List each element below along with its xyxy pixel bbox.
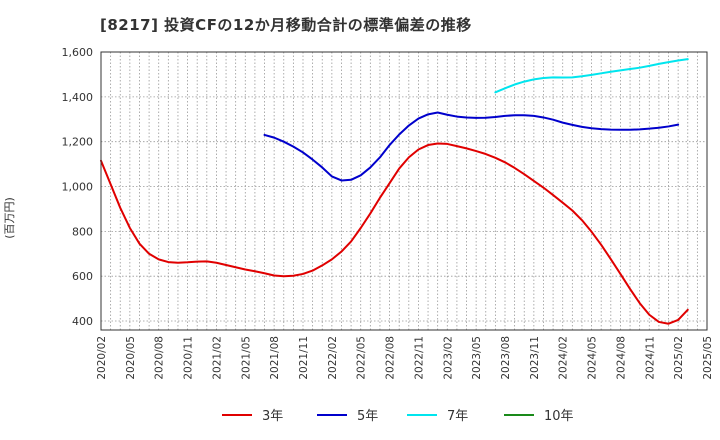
x-tick-label: 2021/08 (269, 336, 281, 380)
x-tick-label: 2024/08 (615, 336, 627, 380)
series-line (494, 58, 689, 94)
y-tick-label: 1,000 (62, 181, 94, 194)
x-tick-label: 2021/05 (240, 336, 252, 380)
y-tick-label: 1,400 (62, 91, 94, 104)
plot-frame (100, 51, 708, 331)
x-tick-label: 2024/05 (587, 336, 599, 380)
series-line (100, 142, 689, 325)
x-tick-label: 2024/02 (558, 336, 570, 380)
legend-label: 7年 (447, 409, 468, 424)
x-tick-label: 2023/08 (500, 336, 512, 380)
x-tick-label: 2022/11 (413, 336, 425, 380)
series-line (263, 111, 680, 182)
x-tick-label: 2022/08 (385, 336, 397, 380)
y-tick-label: 1,600 (62, 46, 94, 59)
x-tick-label: 2025/05 (702, 336, 714, 380)
y-tick-label: 600 (72, 270, 93, 283)
legend-label: 5年 (357, 409, 378, 424)
y-tick-label: 1,200 (62, 136, 94, 149)
legend-label: 10年 (544, 409, 574, 424)
x-tick-label: 2021/02 (211, 336, 223, 380)
x-tick-label: 2020/02 (96, 336, 108, 380)
y-tick-label: 400 (72, 315, 93, 328)
y-axis-ticks: 400 600 800 1,000 1,200 1,400 1,600 (62, 46, 94, 328)
x-tick-label: 2023/02 (442, 336, 454, 380)
legend: 3年 5年 7年 10年 (222, 409, 574, 424)
x-tick-label: 2020/11 (183, 336, 195, 380)
chart-title: [8217] 投資CFの12か月移動合計の標準偏差の推移 (100, 16, 472, 34)
x-axis-ticks: 2020/02 2020/05 2020/08 2020/11 2021/02 2021/… (96, 336, 714, 380)
x-tick-label: 2025/02 (673, 336, 685, 380)
y-tick-label: 800 (72, 225, 93, 238)
grid-lines (101, 52, 707, 330)
x-tick-label: 2022/05 (356, 336, 368, 380)
x-tick-label: 2021/11 (298, 336, 310, 380)
x-tick-label: 2023/05 (471, 336, 483, 380)
x-tick-label: 2020/05 (125, 336, 137, 380)
x-tick-label: 2023/11 (529, 336, 541, 380)
legend-label: 3年 (262, 409, 283, 424)
x-tick-label: 2022/02 (327, 336, 339, 380)
x-tick-label: 2024/11 (644, 336, 656, 380)
series-lines (100, 58, 689, 325)
x-tick-label: 2020/08 (154, 336, 166, 380)
